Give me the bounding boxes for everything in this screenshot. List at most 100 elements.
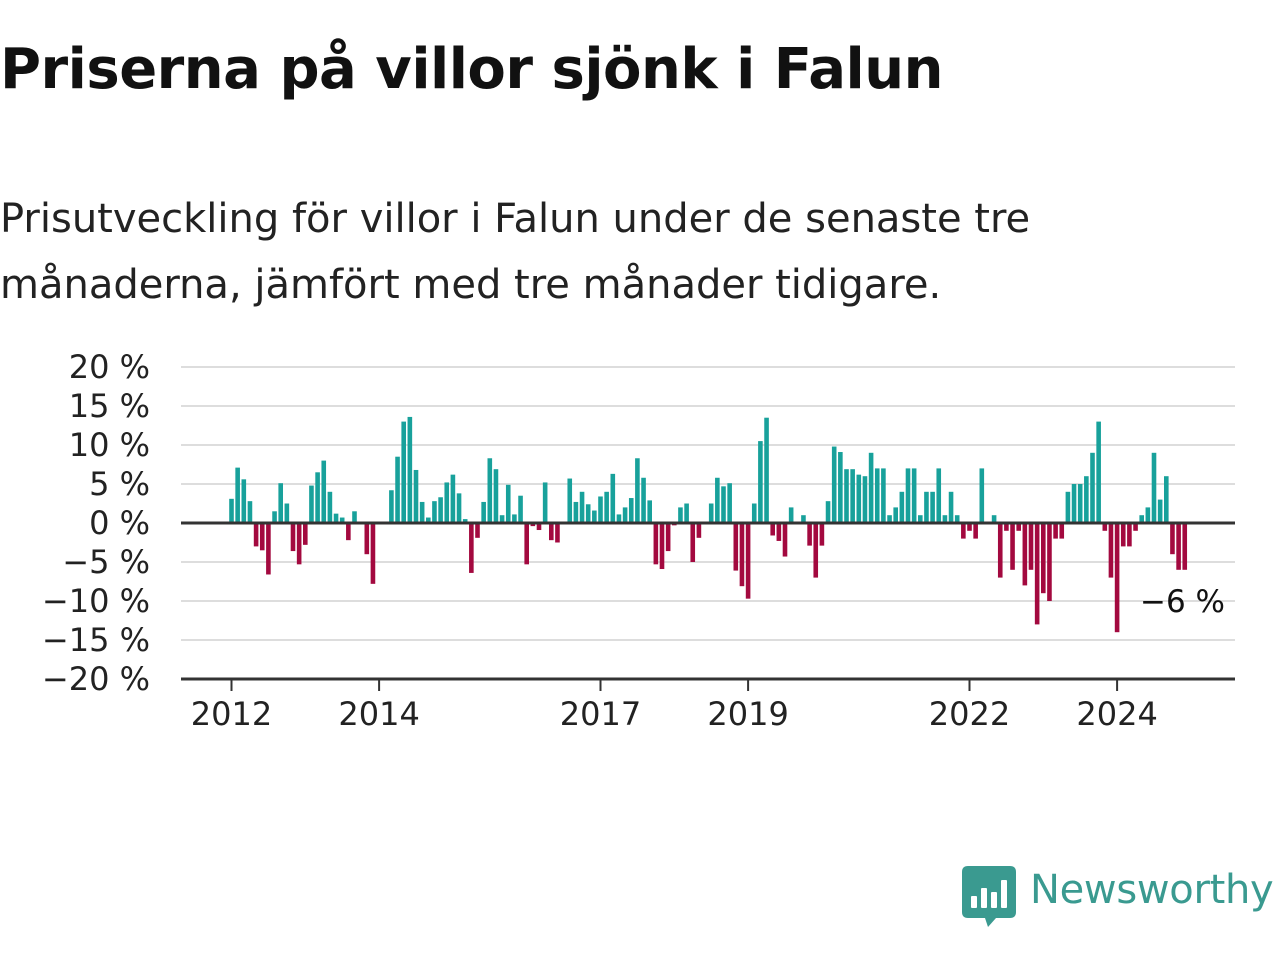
- bar: [1120, 523, 1126, 547]
- bar: [530, 523, 536, 527]
- newsworthy-logo-icon: [962, 866, 1016, 927]
- bar: [887, 515, 892, 523]
- bar: [1102, 523, 1108, 531]
- bar: [801, 515, 806, 523]
- x-axis-ticks: 2012 2014 2017 2019 2022 2024: [191, 679, 1158, 733]
- bar: [930, 491, 935, 523]
- bar: [1182, 523, 1188, 570]
- bar: [758, 441, 763, 523]
- bar-chart: 20 %15 %10 %5 %0 %−5 %−10 %−15 %−20 % 20…: [42, 348, 1235, 733]
- bar: [1170, 523, 1175, 555]
- bar: [862, 476, 868, 523]
- bar: [542, 482, 548, 523]
- bar: [678, 507, 683, 523]
- bar: [961, 523, 966, 539]
- bar: [475, 523, 480, 538]
- bar: [241, 479, 247, 523]
- bar: [573, 501, 579, 523]
- bar: [364, 523, 370, 555]
- bar: [462, 519, 468, 523]
- y-tick-label: −15 %: [42, 621, 150, 659]
- bar: [339, 517, 345, 523]
- bar: [370, 523, 376, 584]
- bar: [856, 474, 862, 523]
- x-tick-label: 2019: [707, 695, 788, 733]
- bar: [745, 523, 751, 599]
- bar: [628, 498, 634, 523]
- bar: [622, 507, 628, 523]
- bar: [967, 523, 972, 531]
- bar: [1090, 452, 1095, 523]
- bar: [1028, 523, 1034, 570]
- y-tick-label: 5 %: [89, 465, 150, 503]
- bar: [991, 515, 997, 523]
- bar: [868, 452, 874, 523]
- bar: [1041, 523, 1046, 594]
- x-tick-label: 2022: [929, 695, 1010, 733]
- bar: [751, 503, 757, 523]
- bar: [1176, 523, 1181, 570]
- bar: [395, 456, 400, 523]
- bar: [1016, 523, 1021, 531]
- bar: [438, 497, 443, 523]
- bar: [309, 485, 314, 523]
- bar: [1164, 476, 1169, 523]
- bar: [469, 523, 474, 573]
- bar: [1096, 421, 1101, 523]
- bar: [598, 496, 603, 523]
- bar: [641, 477, 646, 523]
- bar: [481, 501, 486, 523]
- y-tick-label: −20 %: [42, 660, 150, 698]
- bar: [905, 468, 911, 523]
- bar: [407, 416, 413, 523]
- bar: [512, 514, 517, 523]
- bar: [788, 507, 794, 523]
- bar: [721, 486, 726, 523]
- bar: [303, 523, 308, 545]
- y-tick-label: −10 %: [42, 582, 150, 620]
- latest-value-label: −6 %: [1140, 584, 1225, 620]
- bar: [739, 523, 745, 587]
- chart-title: Priserna på villor sjönk i Falun: [0, 37, 943, 102]
- bar: [936, 468, 942, 523]
- annotations: −6 %: [1140, 584, 1225, 620]
- bar: [1071, 484, 1077, 523]
- bar: [524, 523, 529, 565]
- bar: [807, 523, 812, 546]
- bar: [647, 500, 652, 523]
- y-tick-label: −5 %: [62, 543, 150, 581]
- bar: [1127, 523, 1132, 547]
- bar: [432, 501, 437, 523]
- bar: [770, 523, 775, 536]
- bar: [684, 503, 689, 523]
- bar: [653, 523, 659, 565]
- bar: [954, 515, 960, 523]
- bar: [493, 469, 499, 523]
- bar: [776, 523, 782, 541]
- bar: [413, 469, 419, 523]
- bar: [266, 523, 271, 575]
- bar: [284, 503, 290, 523]
- bar: [1145, 507, 1151, 523]
- bars: [229, 416, 1188, 633]
- bar: [1004, 523, 1009, 531]
- bar: [549, 523, 554, 541]
- bar: [401, 421, 406, 523]
- bar: [924, 491, 929, 523]
- bar: [1059, 523, 1065, 539]
- bar: [321, 460, 327, 523]
- bar: [585, 504, 591, 523]
- brand-name: Newsworthy: [1030, 867, 1274, 913]
- bar: [850, 469, 855, 523]
- bar: [229, 498, 234, 523]
- bar: [819, 523, 825, 546]
- grid-lines: [181, 366, 1235, 641]
- bar: [942, 515, 948, 523]
- bar: [604, 491, 609, 523]
- y-tick-label: 10 %: [69, 426, 150, 464]
- bar: [844, 469, 849, 523]
- bar: [874, 468, 880, 523]
- bar: [327, 491, 333, 523]
- bar: [733, 523, 739, 571]
- bar: [346, 523, 351, 541]
